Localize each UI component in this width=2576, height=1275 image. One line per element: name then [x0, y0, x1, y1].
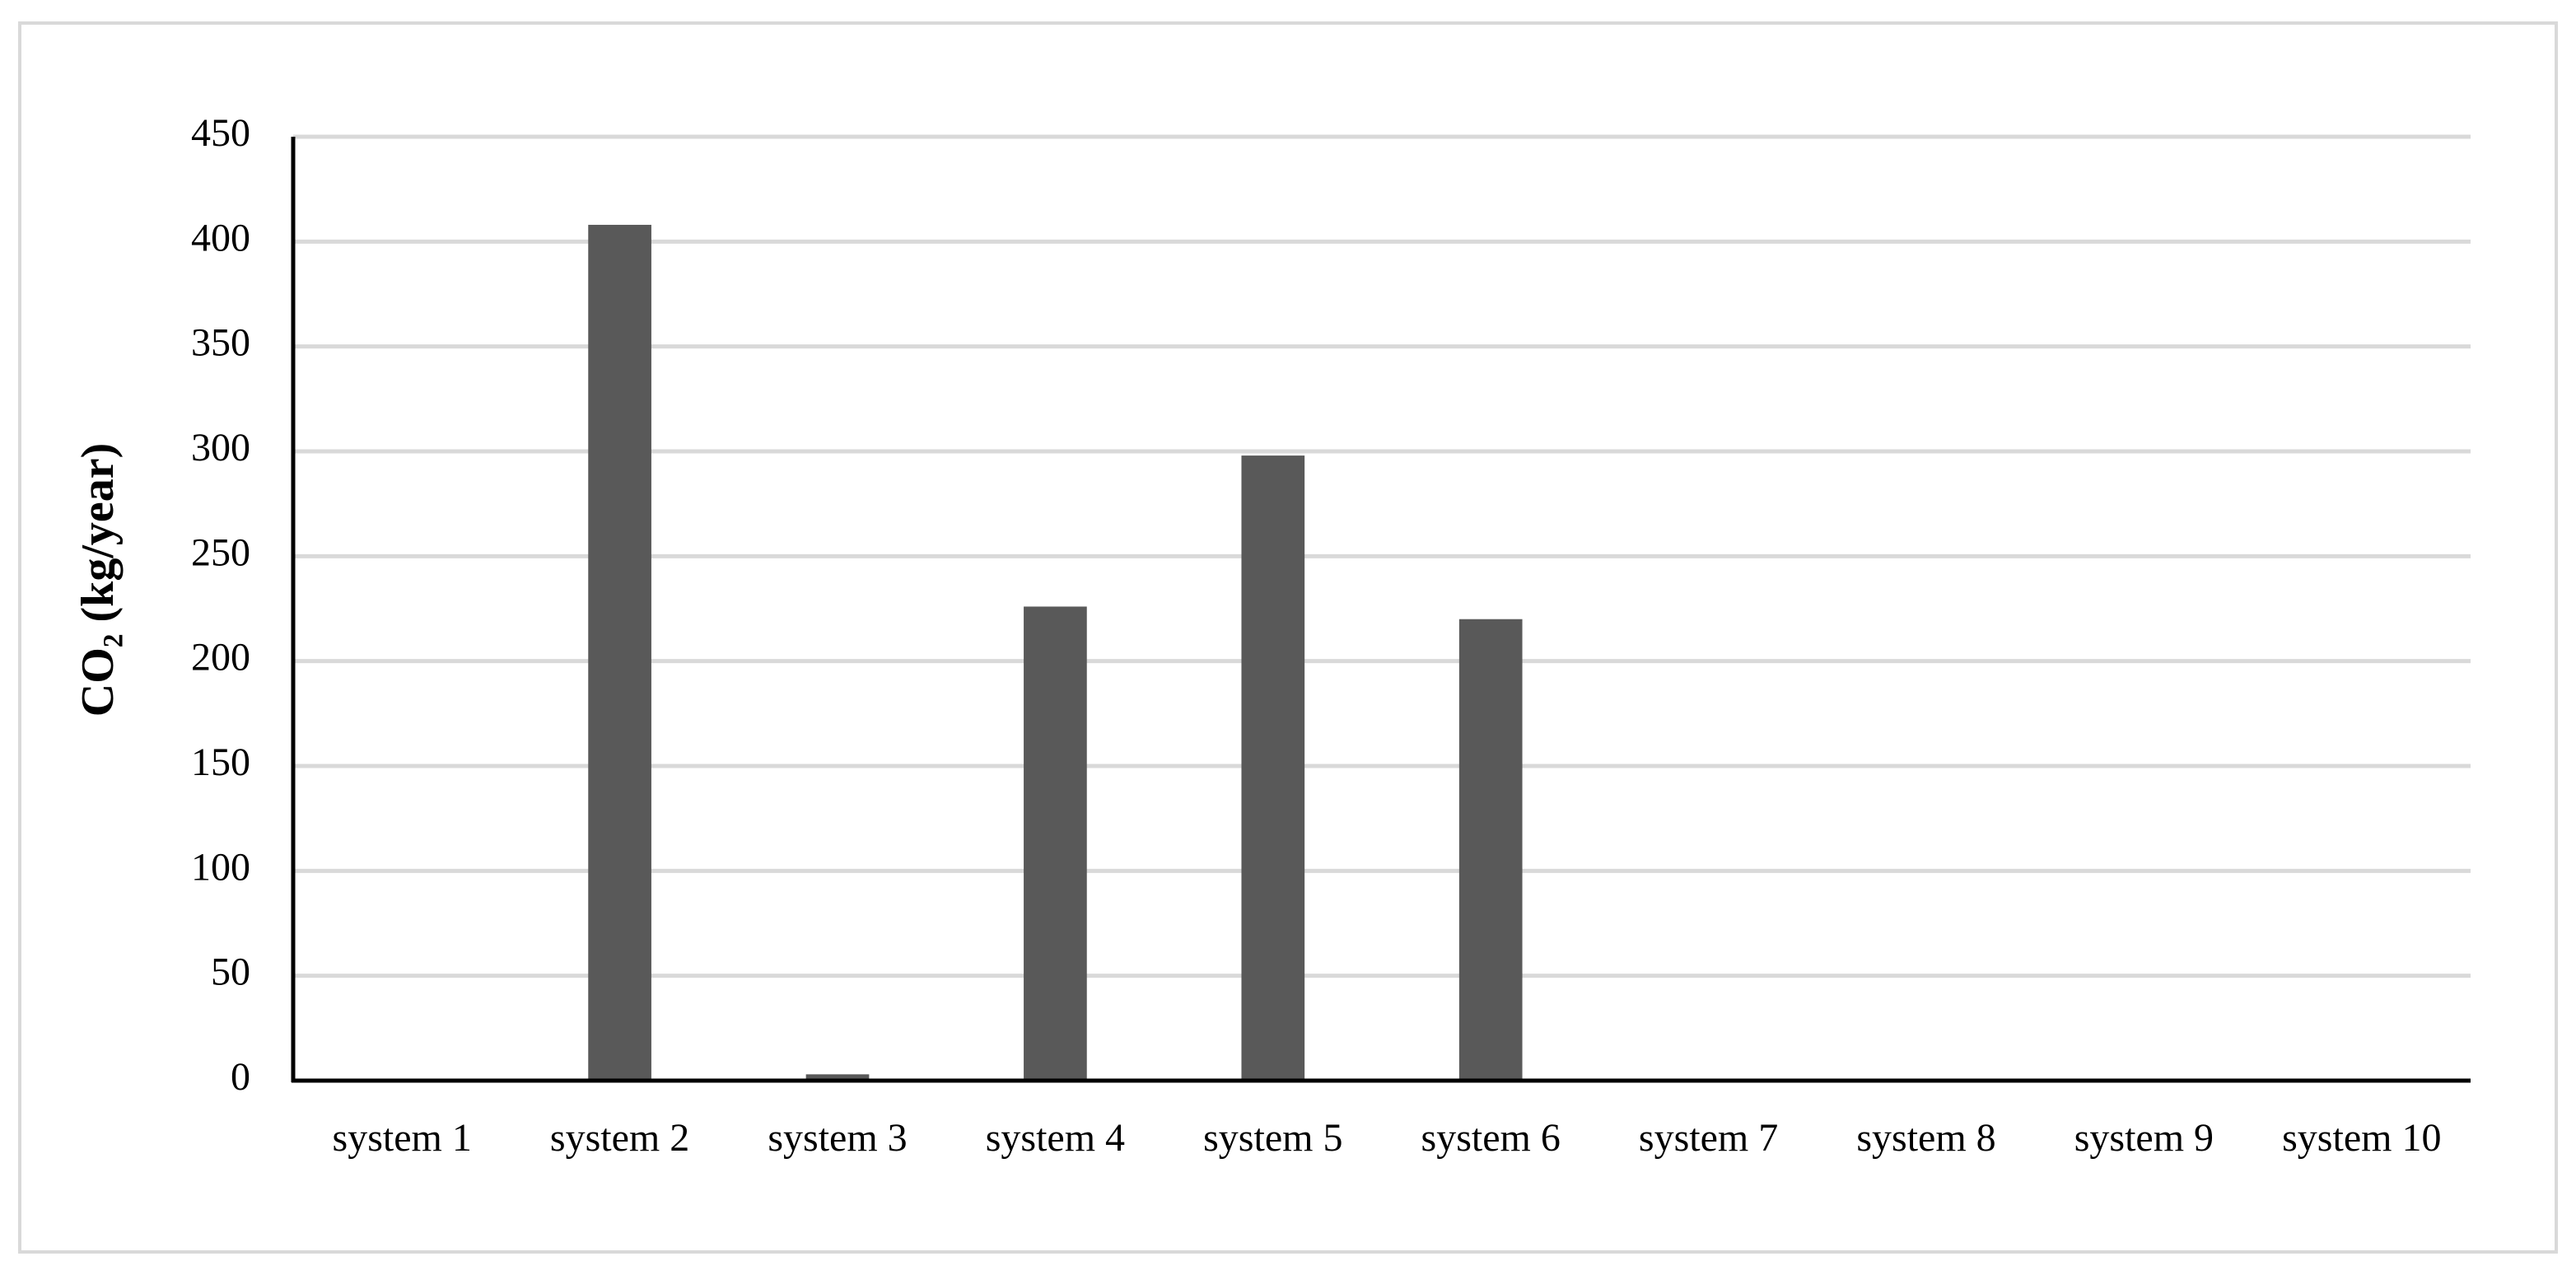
y-tick-label: 400	[191, 216, 250, 259]
y-axis-label: CO₂ (kg/year)	[72, 443, 124, 717]
y-tick-label: 300	[191, 426, 250, 469]
y-tick-label: 0	[231, 1055, 250, 1099]
y-tick-label: 250	[191, 530, 250, 574]
y-tick-label: 450	[191, 111, 250, 155]
y-tick-label: 150	[191, 740, 250, 784]
y-tick-label: 50	[211, 950, 250, 994]
y-tick-label: 200	[191, 636, 250, 680]
bar	[805, 1074, 870, 1081]
x-tick-label: system 10	[2282, 1116, 2441, 1160]
x-tick-label: system 6	[1421, 1116, 1561, 1160]
x-tick-label: system 1	[333, 1116, 472, 1160]
y-tick-label: 100	[191, 845, 250, 889]
x-tick-label: system 3	[768, 1116, 907, 1160]
x-tick-label: system 7	[1639, 1116, 1778, 1160]
bar	[1241, 455, 1305, 1081]
x-tick-label: system 5	[1203, 1116, 1342, 1160]
bar	[1024, 606, 1087, 1081]
x-tick-label: system 9	[2074, 1116, 2214, 1160]
y-tick-label: 350	[191, 321, 250, 365]
x-tick-label: system 8	[1856, 1116, 1995, 1160]
x-tick-label: system 2	[550, 1116, 689, 1160]
x-tick-label: system 4	[986, 1116, 1125, 1160]
bar	[1458, 619, 1523, 1081]
bar	[588, 224, 651, 1081]
